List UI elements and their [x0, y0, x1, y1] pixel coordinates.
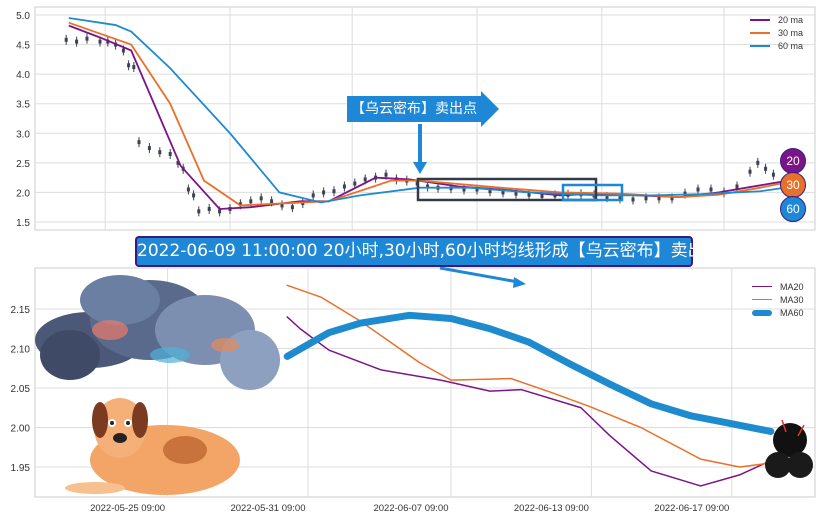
ma30-badge: 30 [780, 172, 806, 198]
legend-item: 20 ma [750, 13, 803, 26]
legend-item: MA20 [752, 280, 804, 293]
banner-arrow [439, 266, 526, 288]
callout-down-arrow [413, 124, 427, 174]
x-tick-label: 2022-06-17 09:00 [654, 503, 729, 514]
candle-body [249, 199, 253, 204]
callout-arrow-tip [481, 91, 499, 127]
candle-body [514, 191, 518, 196]
candle-body [280, 203, 284, 208]
candle-body [644, 196, 648, 201]
candle-body [186, 187, 190, 192]
signal-highlight-box-blue [561, 183, 624, 202]
candle-body [488, 189, 492, 194]
candle-body [147, 146, 151, 151]
series-line-MA30 [286, 284, 772, 468]
ma60-badge: 60 [780, 196, 806, 222]
candle-body [259, 196, 263, 201]
candle-body [540, 193, 544, 198]
candle-body [176, 160, 180, 165]
series-line-MA60 [283, 311, 775, 435]
candle-body [168, 151, 172, 156]
bottom-legend: MA20 MA30 MA60 [752, 280, 804, 319]
candle-body [771, 172, 775, 177]
y-tick-label: 2.15 [11, 305, 31, 316]
y-tick-label: 3.5 [16, 100, 30, 111]
candle-body [332, 189, 336, 194]
x-tick-label: 2022-06-07 09:00 [373, 503, 448, 514]
top-price-chart: 5.0 4.5 4.0 3.5 3.0 2.5 2.0 1.5 [16, 6, 816, 231]
legend-item: 30 ma [750, 26, 803, 39]
candle-body [363, 177, 367, 182]
candle-body [132, 65, 136, 70]
candle-body [192, 193, 196, 198]
x-tick-label: 2022-05-31 09:00 [230, 503, 305, 514]
candle-body [197, 209, 201, 214]
candle-body [764, 166, 768, 171]
y-tick-label: 2.0 [16, 188, 30, 199]
y-tick-label: 3.0 [16, 129, 30, 140]
candle-body [475, 187, 479, 192]
candle-body [527, 192, 531, 197]
signal-banner: 2022-06-09 11:00:00 20小时,30小时,60小时均线形成【乌… [135, 236, 722, 267]
candle-body [238, 202, 242, 207]
series-line-60ma [68, 17, 782, 204]
x-tick-label: 2022-06-13 09:00 [514, 503, 589, 514]
candle-body [158, 150, 162, 155]
y-tick-label: 2.5 [16, 159, 30, 170]
y-tick-label: 5.0 [16, 11, 30, 22]
y-tick-label: 2.05 [11, 384, 31, 395]
candle-body [98, 39, 102, 44]
candle-body [342, 184, 346, 189]
y-tick-label: 1.5 [16, 218, 30, 229]
candle-body [618, 196, 622, 201]
candle-body [657, 196, 661, 201]
candle-body [426, 184, 430, 189]
y-tick-label: 2.00 [11, 424, 31, 435]
candle-body [748, 169, 752, 174]
candle-body [501, 190, 505, 195]
candle-body [85, 36, 89, 41]
series-line-30ma [68, 21, 782, 207]
candle-body [605, 195, 609, 200]
candle-body [353, 181, 357, 186]
y-tick-label: 2.10 [11, 345, 31, 356]
callout-label: 【乌云密布】卖出点 [347, 96, 485, 122]
candle-body [384, 172, 388, 177]
candle-body [462, 187, 466, 192]
candle-body [709, 187, 713, 192]
legend-item: MA60 [752, 306, 804, 319]
x-tick-label: 2022-05-25 09:00 [90, 503, 165, 514]
series-line-MA20 [286, 316, 767, 487]
legend-item: 60 ma [750, 39, 803, 52]
candle-body [696, 187, 700, 192]
y-tick-label: 1.95 [11, 463, 31, 474]
candle-body [127, 63, 131, 68]
dog-illustration [65, 398, 240, 495]
candle-body [137, 140, 141, 145]
y-tick-label: 4.5 [16, 41, 30, 52]
y-tick-label: 4.0 [16, 70, 30, 81]
candle-body [670, 196, 674, 201]
legend-item: MA30 [752, 293, 804, 306]
candle-body [290, 205, 294, 210]
candle-body [207, 206, 211, 211]
candle-body [735, 184, 739, 189]
candle-body [121, 48, 125, 53]
candle-body [64, 37, 68, 42]
candle-body [631, 197, 635, 202]
storm-cloud-icon [765, 419, 813, 478]
candle-body [756, 160, 760, 165]
ma20-badge: 20 [780, 148, 806, 174]
candle-body [75, 39, 79, 44]
top-legend: 20 ma 30 ma 60 ma [750, 13, 803, 52]
cloud-illustration [35, 275, 280, 390]
candle-body [683, 191, 687, 196]
signal-highlight-box [416, 177, 598, 202]
candle-body [218, 209, 222, 214]
candle-body [311, 193, 315, 198]
candle-body [322, 190, 326, 195]
candle-body [270, 199, 274, 204]
